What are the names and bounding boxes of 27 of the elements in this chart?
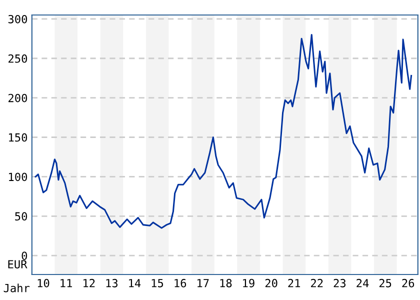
- x-tick-label: 11: [60, 279, 72, 288]
- x-tick-label: 26: [402, 278, 414, 288]
- y-tick-label: 0: [22, 252, 28, 260]
- x-tick-label: 12: [84, 278, 95, 288]
- y-tick-label: 150: [9, 133, 28, 142]
- x-tick-label: 19: [243, 278, 254, 288]
- x-tick-label: 13: [106, 278, 118, 288]
- y-tick-label: 200: [8, 94, 28, 102]
- x-tick-label: 14: [129, 279, 141, 288]
- y-tick-label: 50: [15, 212, 28, 221]
- x-axis-title: Jahr: [4, 284, 30, 292]
- x-tick-label: 20: [265, 278, 278, 288]
- x-tick-label: 24: [356, 278, 369, 288]
- x-tick-label: 18: [220, 278, 232, 288]
- x-tick-label: 15: [152, 279, 164, 288]
- x-tick-label: 10: [38, 278, 50, 288]
- x-tick-label: 23: [334, 278, 346, 288]
- x-tick-label: 22: [311, 278, 323, 288]
- line-series: [34, 34, 412, 229]
- x-tick-label: 16: [174, 278, 186, 288]
- x-tick-label: 25: [379, 278, 392, 288]
- y-axis-title: EUR: [8, 260, 28, 268]
- y-tick-label: 100: [9, 172, 28, 182]
- y-tick-label: 300: [8, 14, 28, 24]
- y-tick-label: 250: [8, 54, 28, 63]
- x-tick-label: 17: [198, 279, 209, 288]
- x-tick-label: 21: [288, 278, 300, 288]
